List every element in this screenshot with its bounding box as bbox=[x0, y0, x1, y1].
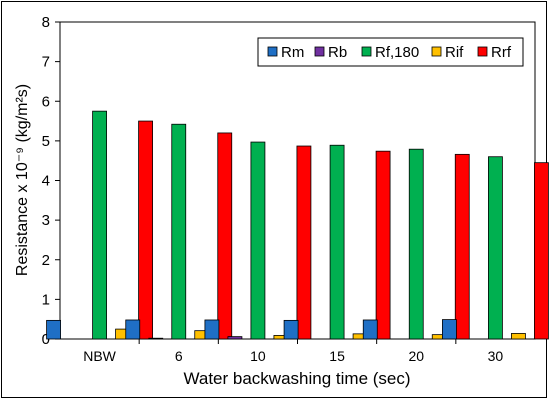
legend: Rm Rb Rf,180 Rif Rrf bbox=[257, 37, 524, 67]
y-tick-label: 6 bbox=[42, 93, 50, 110]
y-tick-label: 5 bbox=[42, 133, 50, 150]
bar-rm bbox=[442, 319, 457, 340]
x-tick-label: 20 bbox=[408, 348, 424, 364]
legend-label: Rb bbox=[328, 44, 347, 61]
x-tick-label: 10 bbox=[250, 348, 266, 364]
y-tick-label: 3 bbox=[42, 212, 50, 229]
bar-rrf bbox=[375, 150, 391, 340]
bar-rm bbox=[283, 319, 299, 340]
x-tick-label: 30 bbox=[488, 348, 504, 364]
bar-rrf bbox=[138, 120, 153, 340]
x-axis: NBW 6 10 15 20 30 bbox=[83, 339, 503, 364]
bars-group bbox=[46, 110, 549, 340]
legend-label: Rif bbox=[445, 44, 464, 61]
bar-rm bbox=[362, 319, 378, 340]
bar-rf180 bbox=[408, 148, 424, 340]
x-tick-label: NBW bbox=[83, 348, 116, 364]
legend-swatch bbox=[431, 46, 442, 57]
bar-rif bbox=[511, 333, 526, 340]
y-tick-label: 7 bbox=[42, 54, 50, 71]
bar-rm bbox=[46, 319, 61, 340]
bar-rrf bbox=[296, 145, 312, 340]
bar-rf180 bbox=[92, 110, 107, 340]
y-axis-title: Resistance x 10⁻⁹ (kg/m²s) bbox=[14, 84, 31, 276]
y-tick-label: 0 bbox=[42, 331, 50, 348]
legend-swatch bbox=[314, 46, 325, 57]
bar-rrf bbox=[534, 162, 549, 340]
legend-label: Rrf bbox=[491, 44, 512, 61]
y-tick-label: 8 bbox=[42, 14, 50, 31]
legend-swatch bbox=[477, 46, 488, 57]
x-tick-label: 15 bbox=[329, 348, 345, 364]
bar-rrf bbox=[217, 132, 233, 340]
x-tick-label: 6 bbox=[175, 348, 183, 364]
legend-swatch bbox=[267, 46, 278, 57]
y-tick-label: 1 bbox=[42, 291, 50, 308]
y-tick-label: 4 bbox=[42, 173, 50, 190]
bar-rrf bbox=[454, 153, 470, 340]
x-axis-title: Water backwashing time (sec) bbox=[183, 369, 410, 388]
y-tick-label: 2 bbox=[42, 252, 50, 269]
bar-rm bbox=[125, 319, 141, 340]
y-axis: 0 1 2 3 4 5 6 7 8 bbox=[42, 14, 60, 348]
bar-rf180 bbox=[171, 123, 187, 340]
legend-label: Rm bbox=[281, 44, 304, 61]
legend-label: Rf,180 bbox=[375, 44, 419, 61]
bar-rb bbox=[227, 336, 243, 340]
legend-swatch bbox=[361, 46, 372, 57]
bar-rf180 bbox=[329, 144, 345, 340]
bar-rf180 bbox=[488, 156, 503, 340]
bar-rm bbox=[204, 319, 220, 340]
bar-rf180 bbox=[250, 141, 266, 340]
bar-rb bbox=[148, 337, 164, 340]
